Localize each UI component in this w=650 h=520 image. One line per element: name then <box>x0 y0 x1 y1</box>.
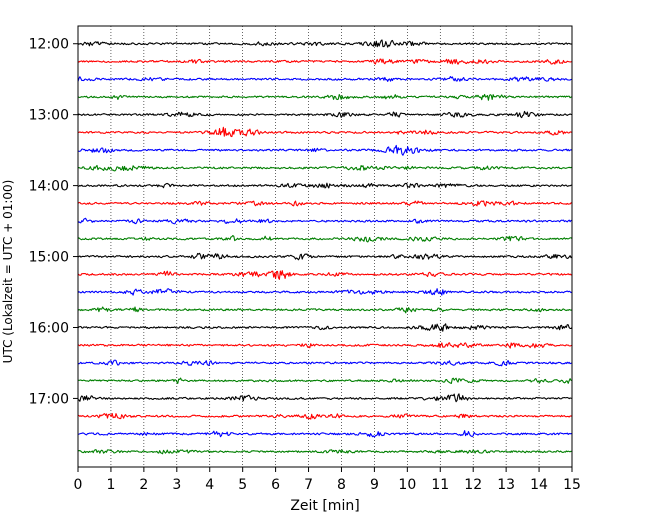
y-tick-label: 16:00 <box>29 320 69 336</box>
trace-1600 <box>77 323 573 332</box>
x-tick-label: 1 <box>106 477 115 493</box>
y-tick-label: 14:00 <box>29 179 69 195</box>
trace-1500 <box>77 252 573 261</box>
trace-1215 <box>77 58 573 65</box>
x-axis-ticks: 0 1 2 3 4 5 6 7 8 9 10 11 12 13 14 15 <box>74 467 581 493</box>
trace-1300 <box>77 110 573 119</box>
x-tick-label: 2 <box>139 477 148 493</box>
trace-1630 <box>77 359 573 367</box>
x-axis-label: Zeit [min] <box>290 498 359 514</box>
trace-1345 <box>77 164 573 172</box>
x-tick-label: 8 <box>337 477 346 493</box>
x-tick-label: 4 <box>205 477 214 493</box>
x-tick-label: 15 <box>563 477 581 493</box>
trace-1515 <box>77 270 573 280</box>
y-tick-label: 15:00 <box>29 250 69 266</box>
trace-1700 <box>77 393 573 403</box>
trace-1730 <box>77 430 573 438</box>
y-tick-label: 17:00 <box>29 391 69 407</box>
x-tick-label: 9 <box>370 477 379 493</box>
trace-1415 <box>77 200 573 207</box>
y-tick-label: 13:00 <box>29 108 69 124</box>
trace-1545 <box>77 306 573 314</box>
trace-layer <box>77 39 573 455</box>
trace-1530 <box>77 288 573 296</box>
trace-1200 <box>77 39 573 48</box>
x-tick-label: 13 <box>497 477 515 493</box>
x-tick-label: 11 <box>431 477 449 493</box>
trace-1330 <box>77 144 573 156</box>
x-tick-label: 6 <box>271 477 280 493</box>
x-tick-label: 3 <box>172 477 181 493</box>
y-axis-ticks: 12:00 13:00 14:00 15:00 16:00 17:00 <box>29 37 78 407</box>
trace-1430 <box>77 217 573 225</box>
x-tick-label: 0 <box>74 477 83 493</box>
trace-1245 <box>77 93 573 101</box>
trace-1645 <box>77 377 573 384</box>
trace-1400 <box>77 182 573 189</box>
x-tick-label: 5 <box>238 477 247 493</box>
x-tick-label: 10 <box>398 477 416 493</box>
y-tick-label: 12:00 <box>29 37 69 53</box>
trace-1745 <box>77 449 573 455</box>
y-axis-label: UTC (Lokalzeit = UTC + 01:00) <box>1 180 15 364</box>
trace-1315 <box>77 126 573 138</box>
x-tick-label: 7 <box>304 477 313 493</box>
trace-1715 <box>77 412 573 420</box>
plot-frame <box>77 25 573 468</box>
trace-1230 <box>77 75 573 82</box>
trace-1615 <box>77 342 573 349</box>
x-tick-label: 14 <box>530 477 548 493</box>
x-tick-label: 12 <box>464 477 482 493</box>
trace-1445 <box>77 234 573 243</box>
